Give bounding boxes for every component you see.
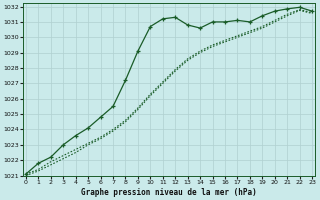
X-axis label: Graphe pression niveau de la mer (hPa): Graphe pression niveau de la mer (hPa) bbox=[81, 188, 257, 197]
